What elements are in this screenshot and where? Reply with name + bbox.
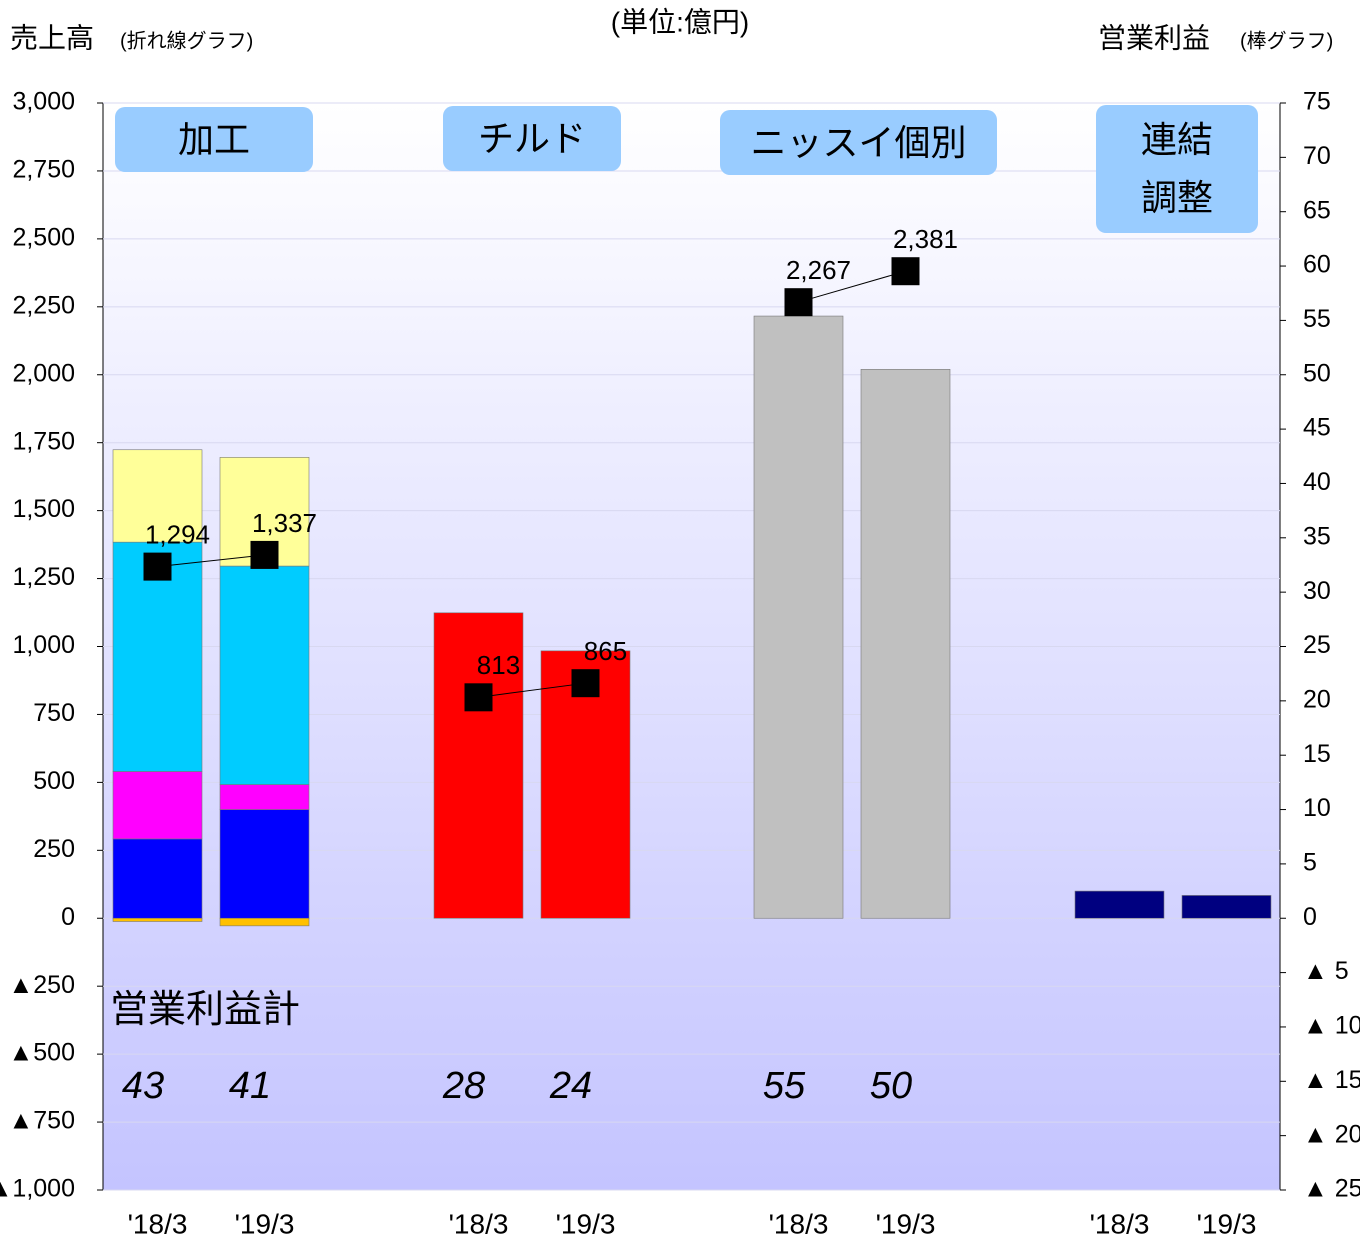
sales-marker [464,683,493,712]
y-tick-label: 3,000 [12,88,75,116]
sales-marker [784,288,813,317]
bar-segment [219,565,310,785]
x-tick-label: '18/3 [449,1208,509,1239]
y-tick-label: 500 [33,767,75,795]
y-tick-label: 1,250 [12,563,75,591]
y2-tick-label: 45 [1303,414,1331,442]
bar-segment [860,369,951,919]
total-value: 55 [763,1065,806,1107]
y-tick-label: ▲1,000 [0,1175,75,1203]
y-tick-label: 0 [61,903,75,931]
bar-segment [753,315,844,919]
y-tick-label: 2,000 [12,359,75,387]
y-tick-label: 750 [33,699,75,727]
y2-tick-label: 0 [1303,903,1317,931]
y2-tick-label: 60 [1303,251,1331,279]
y2-tick-label: 50 [1303,359,1331,387]
y-tick-label: 1,500 [12,495,75,523]
bar-segment [1181,895,1272,919]
bar-segment [219,809,310,919]
group-label: 加工 [115,107,313,172]
y-tick-label: 1,000 [12,631,75,659]
sales-label: 813 [477,650,520,680]
total-value: 43 [122,1065,164,1107]
sales-label: 1,294 [145,519,210,549]
y-tick-label: ▲750 [9,1107,75,1135]
y-tick-label: ▲250 [9,971,75,999]
bar-segment [219,917,310,927]
sales-marker [891,257,920,286]
y-axis-note: (折れ線グラフ) [120,29,253,52]
group-label: 連結 調整 [1096,105,1258,233]
sales-label: 2,267 [786,255,851,285]
x-tick-label: '19/3 [876,1208,936,1239]
total-value: 41 [229,1065,271,1107]
group-label: ニッスイ個別 [720,110,997,175]
y2-tick-label: ▲ 10 [1303,1012,1360,1040]
bar-segment [1074,890,1165,919]
y-tick-label: 2,500 [12,223,75,251]
y2-tick-label: 35 [1303,522,1331,550]
x-tick-label: '19/3 [1197,1208,1257,1239]
y-tick-label: ▲500 [9,1039,75,1067]
y2-tick-label: ▲ 20 [1303,1120,1360,1148]
y2-tick-label: 20 [1303,685,1331,713]
chart-title: (単位:億円) [611,6,749,37]
y2-axis-label: 営業利益 [1098,22,1210,53]
x-tick-label: '18/3 [128,1208,188,1239]
y-tick-label: 250 [33,835,75,863]
y2-tick-label: 5 [1303,849,1317,877]
y2-tick-label: ▲ 25 [1303,1175,1360,1203]
y-tick-label: 2,750 [12,156,75,184]
sales-marker [143,552,172,581]
sales-label: 1,337 [252,508,317,538]
y2-tick-label: 40 [1303,468,1331,496]
sales-label: 865 [584,636,627,666]
bar-segment [112,771,203,840]
y2-tick-label: 15 [1303,740,1331,768]
y-tick-label: 2,250 [12,291,75,319]
y2-tick-label: ▲ 5 [1303,957,1349,985]
total-value: 28 [442,1065,485,1107]
bar-segment [219,784,310,810]
x-tick-label: '18/3 [1090,1208,1150,1239]
bar-segment [112,838,203,919]
x-tick-label: '19/3 [556,1208,616,1239]
y2-tick-label: 25 [1303,631,1331,659]
sales-line [798,270,906,303]
bar-segment [433,612,524,919]
y-tick-label: 1,750 [12,427,75,455]
x-tick-label: '18/3 [769,1208,829,1239]
y2-axis-note: (棒グラフ) [1240,29,1333,52]
y2-tick-label: 70 [1303,142,1331,170]
sales-label: 2,381 [893,224,958,254]
y2-tick-label: ▲ 15 [1303,1066,1360,1094]
total-value: 24 [549,1065,592,1107]
sales-line [478,682,586,698]
y2-tick-label: 30 [1303,577,1331,605]
bar-segment [112,917,203,922]
sales-line [157,554,265,568]
total-value: 50 [870,1065,912,1107]
sales-marker [571,669,600,698]
y2-tick-label: 75 [1303,88,1331,116]
y2-tick-label: 65 [1303,196,1331,224]
y-axis-label: 売上高 [10,22,94,53]
bar-segment [112,449,203,543]
x-tick-label: '19/3 [235,1208,295,1239]
y2-tick-label: 55 [1303,305,1331,333]
group-label: チルド [443,106,621,171]
y2-tick-label: 10 [1303,794,1331,822]
total-label: 営業利益計 [110,989,300,1031]
sales-marker [250,540,279,569]
